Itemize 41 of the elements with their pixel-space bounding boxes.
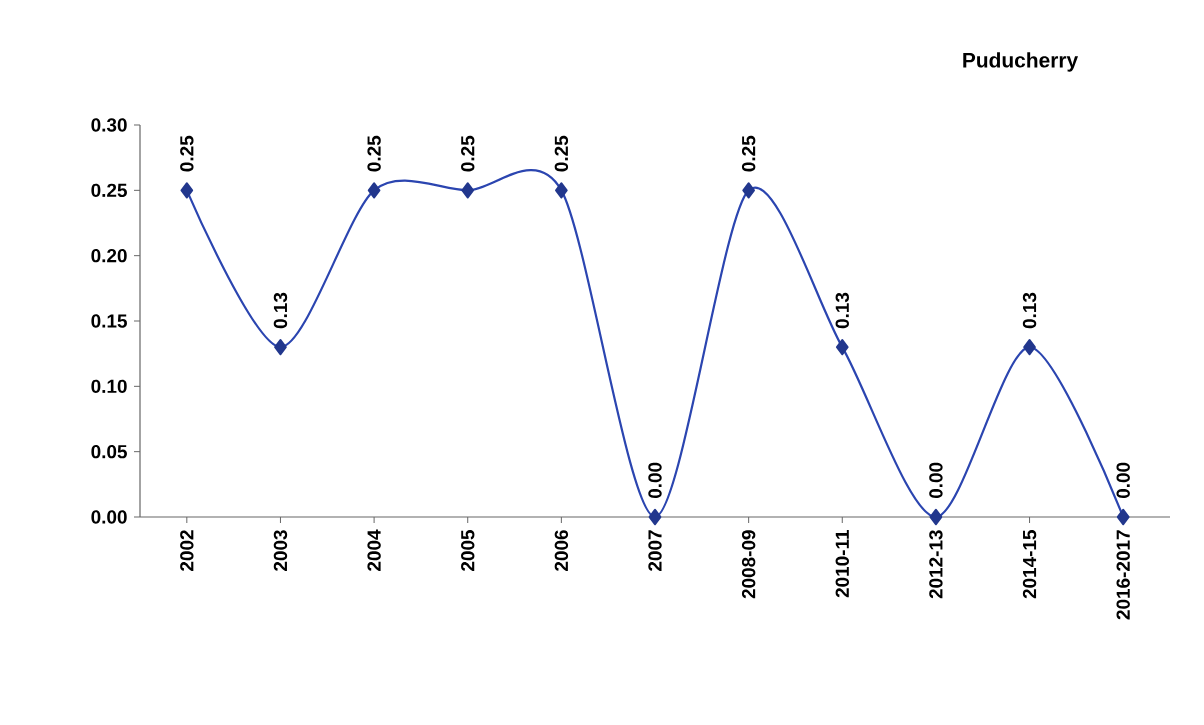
data-label: 0.13 bbox=[1022, 292, 1037, 329]
data-label: 0.25 bbox=[554, 135, 569, 172]
point bbox=[274, 339, 287, 356]
data-label: 0.25 bbox=[367, 135, 381, 172]
data-label: 0.25 bbox=[180, 135, 194, 172]
x-tick-label: 2004 bbox=[367, 529, 381, 571]
point bbox=[1023, 339, 1036, 356]
data-label: 0.00 bbox=[648, 462, 662, 499]
y-tick-label: 0.05 bbox=[91, 444, 127, 459]
point bbox=[742, 182, 755, 199]
data-label: 0.25 bbox=[741, 135, 756, 172]
x-tick-label: 2005 bbox=[461, 530, 475, 571]
x-tick-label: 2006 bbox=[554, 530, 569, 571]
x-tick-label: 2003 bbox=[273, 530, 288, 571]
point bbox=[461, 182, 475, 199]
point bbox=[180, 182, 194, 199]
y-tick-label: 0.20 bbox=[91, 248, 127, 263]
x-tick-label: 2002 bbox=[180, 530, 194, 571]
point bbox=[367, 182, 381, 199]
y-tick-label: 0.30 bbox=[91, 118, 127, 132]
data-label: 0.13 bbox=[835, 292, 849, 329]
x-tick-label: 2010-11 bbox=[835, 530, 849, 598]
point bbox=[555, 182, 568, 199]
point bbox=[1116, 508, 1130, 526]
y-tick-label: 0.25 bbox=[91, 183, 127, 198]
y-tick-label: 0.00 bbox=[91, 510, 127, 524]
data-label: 0.00 bbox=[1116, 462, 1130, 499]
point bbox=[648, 508, 662, 526]
x-tick-label: 2014-15 bbox=[1022, 530, 1037, 599]
point bbox=[835, 339, 849, 356]
data-label: 0.13 bbox=[273, 292, 288, 329]
x-tick-label: 2012-13 bbox=[929, 530, 943, 599]
chart-title: Puducherry bbox=[963, 52, 1079, 72]
data-label: 0.00 bbox=[929, 462, 943, 499]
x-tick-label: 2016-2017 bbox=[1116, 530, 1130, 620]
y-tick-label: 0.10 bbox=[91, 379, 127, 394]
y-tick-label: 0.15 bbox=[91, 314, 127, 328]
data-label: 0.25 bbox=[461, 135, 475, 172]
x-tick-label: 2007 bbox=[648, 530, 662, 571]
point bbox=[929, 508, 943, 526]
x-tick-label: 2008-09 bbox=[741, 530, 756, 599]
